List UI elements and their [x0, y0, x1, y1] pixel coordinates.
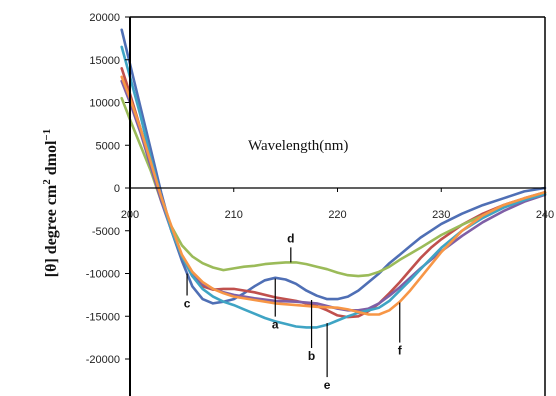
x-tick-label-4: 240: [536, 209, 554, 221]
y-axis-title-main: [θ] degree cm: [43, 184, 60, 277]
series-line-1: [120, 28, 547, 305]
series-line-4: [120, 79, 547, 312]
y-tick-label-2: 10000: [89, 98, 120, 110]
callout-label-d: d: [287, 231, 294, 245]
series-line-5: [120, 45, 547, 329]
callouts-layer: a b c d e f: [184, 231, 403, 392]
y-tick-label-6: -10000: [86, 269, 120, 281]
x-tick-label-0: 200: [121, 209, 139, 221]
y-axis-title-sup2: 2: [41, 179, 53, 185]
callout-label-f: f: [398, 344, 403, 358]
y-tick-label-3: 5000: [96, 140, 120, 152]
y-tick-label-0: 20000: [89, 12, 120, 24]
y-axis-title: [θ] degree cm2 dmol−1: [41, 129, 60, 277]
y-tick-label-5: -5000: [92, 226, 120, 238]
axes-layer: 20000 15000 10000 5000 0 -5000 -10000 -15000 -20…: [86, 12, 554, 396]
callout-label-a: a: [272, 318, 279, 332]
x-tick-label-2: 220: [328, 209, 346, 221]
y-tick-label-1: 15000: [89, 55, 120, 67]
x-axis-title: Wavelength(nm): [248, 138, 348, 154]
callout-label-e: e: [324, 378, 331, 392]
y-axis-title-unit: dmol: [43, 140, 60, 179]
y-tick-label-7: -15000: [86, 311, 120, 323]
callout-label-b: b: [308, 349, 315, 363]
y-tick-label-4: 0: [114, 183, 120, 195]
y-axis-title-sup-neg1: −1: [41, 129, 53, 141]
x-tick-label-1: 210: [225, 209, 243, 221]
y-tick-label-8: -20000: [86, 354, 120, 366]
series-layer: [120, 28, 547, 329]
callout-label-c: c: [184, 297, 191, 311]
x-tick-label-3: 230: [432, 209, 450, 221]
series-line-3: [120, 96, 547, 278]
series-line-6: [120, 75, 547, 316]
series-line-2: [120, 67, 547, 319]
